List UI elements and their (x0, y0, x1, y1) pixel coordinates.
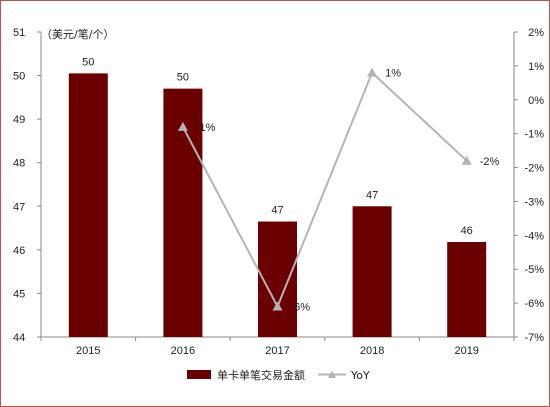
y-right-tick-label: -3% (524, 196, 544, 208)
y-left-tick-label: 48 (13, 158, 25, 170)
y-right-tick-label: 2% (528, 27, 544, 39)
y-left-tick-label: 45 (13, 288, 25, 300)
y-right-tick-label: -6% (524, 298, 544, 310)
legend-line-label: YoY (350, 369, 370, 382)
yoy-marker-2016 (177, 121, 188, 131)
bar-2019 (447, 242, 487, 337)
yoy-value-label: -1% (196, 122, 216, 134)
x-tick-label: 2018 (360, 345, 384, 357)
y-right-tick-label: -1% (524, 129, 544, 141)
y-right-tick-label: -4% (524, 230, 544, 242)
y-left-tick-label: 50 (13, 71, 25, 83)
yoy-value-label: -2% (480, 156, 500, 168)
yoy-value-label: -6% (291, 302, 311, 314)
y-left-tick-label: 44 (13, 332, 25, 344)
data-labels-group: 50 50 47 47 46 -1% -6% 1% -2% (82, 56, 499, 313)
y-right-tick-label: 0% (528, 95, 544, 107)
y-left-tick-label: 47 (13, 201, 25, 213)
y-right-tick-label: -2% (524, 163, 544, 175)
x-tick-label: 2019 (454, 345, 478, 357)
y-left-tick-label: 51 (13, 27, 25, 39)
yoy-line-group (177, 67, 472, 311)
yoy-marker-2019 (461, 155, 472, 165)
axes-group: 44 45 46 47 48 49 50 51 -7% -6% -5% -4% -3% -2% -1% 0% 1… (13, 27, 544, 357)
bar-value-label: 47 (271, 205, 283, 217)
y-right-tick-label: -7% (524, 332, 544, 344)
y-right-tick-label: 1% (528, 61, 544, 73)
legend-bar-label: 单卡单笔交易金额 (217, 368, 305, 382)
y-left-tick-label: 49 (13, 114, 25, 126)
bar-value-label: 47 (366, 189, 378, 201)
x-tick-label: 2015 (76, 345, 100, 357)
yoy-line (182, 70, 468, 309)
yoy-marker-2017 (272, 301, 283, 311)
y-right-tick-label: -5% (524, 264, 544, 276)
x-tick-label: 2017 (265, 345, 289, 357)
bar-2015 (68, 73, 108, 338)
yoy-marker-2018 (367, 67, 378, 77)
y-left-tick-label: 46 (13, 245, 25, 257)
yoy-value-label: 1% (385, 68, 401, 80)
x-tick-label: 2016 (171, 345, 195, 357)
bars-group (68, 73, 487, 338)
bar-2018 (352, 206, 392, 337)
unit-label: （美元/笔/个） (41, 27, 114, 41)
bar-value-label: 50 (82, 56, 94, 68)
legend-line-marker (328, 370, 336, 378)
bar-2017 (258, 221, 297, 337)
bar-value-label: 46 (461, 225, 473, 237)
legend: 单卡单笔交易金额 YoY (187, 368, 370, 382)
bar-value-label: 50 (177, 72, 189, 84)
legend-bar-swatch (187, 370, 211, 379)
